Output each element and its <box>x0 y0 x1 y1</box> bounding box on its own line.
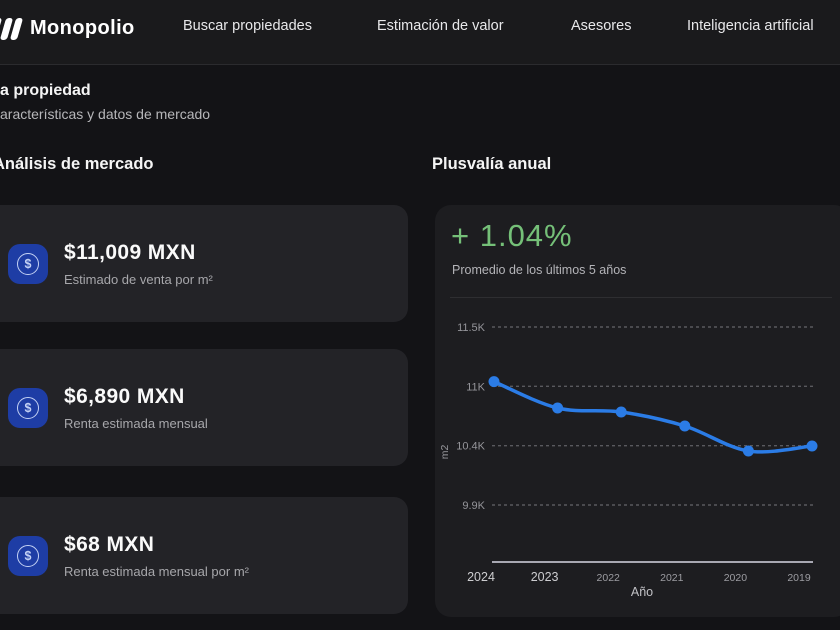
svg-text:2020: 2020 <box>724 572 748 584</box>
top-nav: Monopolio Buscar propiedades Estimación … <box>0 0 840 65</box>
divider <box>450 297 832 298</box>
stat-card-renta-mensual: $ $6,890 MXN Renta estimada mensual <box>0 349 408 466</box>
svg-text:Año: Año <box>631 585 653 599</box>
svg-text:2022: 2022 <box>597 572 621 584</box>
dollar-circle-icon: $ <box>8 387 48 428</box>
plusvalia-card: + 1.04% Promedio de los últimos 5 años 1… <box>435 205 840 617</box>
section-title-plusvalia-anual: Plusvalía anual <box>432 155 552 173</box>
nav-link-buscar-propiedades[interactable]: Buscar propiedades <box>183 18 312 34</box>
svg-text:2019: 2019 <box>787 572 811 584</box>
plusvalia-line-chart: 11.5K 11K 10.4K 9.9K 2024 2023 2022 2021 2020 201… <box>439 322 818 599</box>
svg-text:9.9K: 9.9K <box>462 500 485 512</box>
stat-value: $68 MXN <box>64 532 155 556</box>
svg-text:2021: 2021 <box>660 572 684 584</box>
nav-link-asesores[interactable]: Asesores <box>571 18 632 34</box>
stat-value: $6,890 MXN <box>64 384 185 408</box>
svg-text:10.4K: 10.4K <box>456 441 485 453</box>
svg-text:11.5K: 11.5K <box>457 322 486 334</box>
brand-name: Monopolio <box>30 17 135 39</box>
svg-text:m2: m2 <box>439 445 451 460</box>
svg-text:11K: 11K <box>466 381 485 393</box>
nav-link-inteligencia-artificial[interactable]: Inteligencia artificial <box>687 18 814 34</box>
monopolio-logo-icon <box>0 17 26 41</box>
svg-text:2024: 2024 <box>467 570 495 584</box>
stat-label: Renta estimada mensual por m² <box>64 563 249 579</box>
appreciation-caption: Promedio de los últimos 5 años <box>452 263 627 277</box>
stat-label: Renta estimada mensual <box>64 415 208 431</box>
appreciation-delta: + 1.04% <box>451 218 573 253</box>
nav-link-estimacion-de-valor[interactable]: Estimación de valor <box>377 18 504 34</box>
stat-card-venta-m2: $ $11,009 MXN Estimado de venta por m² <box>0 205 408 322</box>
page-subtitle: aracterísticas y datos de mercado <box>0 106 211 122</box>
svg-text:2023: 2023 <box>531 570 559 584</box>
stat-value: $11,009 MXN <box>64 240 196 264</box>
section-title-analisis-de-mercado: Análisis de mercado <box>0 155 154 173</box>
page-title: a propiedad <box>0 82 91 99</box>
dollar-circle-icon: $ <box>8 243 48 284</box>
dollar-circle-icon: $ <box>8 535 48 576</box>
stat-label: Estimado de venta por m² <box>64 271 213 287</box>
stat-card-renta-mensual-m2: $ $68 MXN Renta estimada mensual por m² <box>0 497 408 614</box>
